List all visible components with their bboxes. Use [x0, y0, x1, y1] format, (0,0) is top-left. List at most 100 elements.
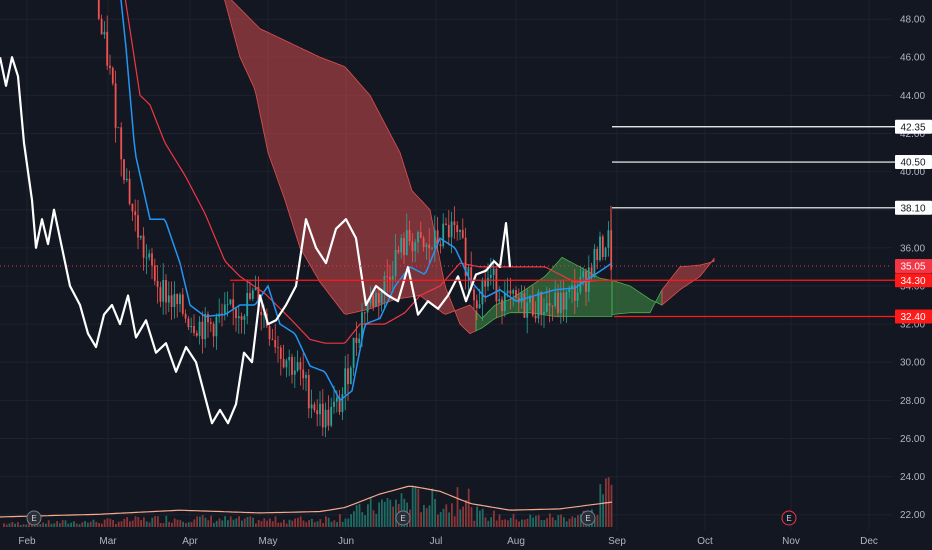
volume-bar [599, 484, 602, 527]
volume-layer [0, 477, 613, 527]
volume-bar [336, 522, 338, 527]
volume-bar [61, 520, 64, 527]
volume-bar [305, 522, 308, 527]
candle-body [573, 284, 576, 301]
volume-bar [448, 512, 450, 527]
volume-bar [263, 518, 266, 527]
time-axis[interactable]: Feb Mar Apr May Jun Jul Aug Sep Oct Nov Dec [18, 536, 878, 547]
volume-bar [579, 514, 582, 527]
candle-body [131, 203, 134, 212]
price-tags-layer: 42.35 40.50 38.10 34.30 32.40 35.05 [895, 119, 932, 324]
volume-bar [565, 521, 568, 527]
candle-body [361, 312, 363, 339]
volume-bar [140, 520, 142, 527]
volume-bar [112, 520, 114, 527]
candle-body [456, 225, 459, 233]
candle-body [459, 229, 461, 233]
candle-body [190, 325, 193, 328]
candle-body [279, 347, 282, 359]
candle-body [268, 326, 271, 340]
volume-bar [70, 522, 72, 527]
candle-body [204, 313, 207, 340]
volume-bar [185, 523, 187, 527]
volume-bar [308, 520, 310, 527]
volume-bar [571, 516, 574, 527]
candle-body [349, 367, 352, 385]
candle-body [137, 215, 139, 238]
candle-body [405, 230, 408, 256]
level-tag-text: 40.50 [900, 158, 925, 169]
candle-body [165, 280, 167, 303]
volume-bar [411, 485, 414, 527]
candle-body [492, 268, 495, 275]
level-tag-42.35 [895, 119, 932, 134]
volume-bar [252, 517, 254, 527]
candle-body [543, 311, 545, 315]
candle-body [436, 230, 439, 245]
volume-bar [249, 516, 252, 527]
x-tick-label: May [259, 536, 278, 547]
candle-body [358, 338, 361, 343]
candle-body [179, 294, 181, 305]
volume-bar [302, 520, 305, 527]
volume-bar [367, 504, 369, 527]
volume-bar [204, 517, 207, 527]
candle-body [181, 294, 184, 314]
volume-bar [285, 523, 288, 527]
volume-bar [518, 521, 520, 527]
earnings-marker [26, 510, 42, 526]
volume-bar [243, 518, 246, 527]
candle-body [344, 368, 347, 395]
candle-body [509, 290, 512, 294]
volume-bar [479, 510, 481, 527]
earnings-marker-label: E [31, 514, 36, 523]
volume-bar [532, 517, 534, 527]
volume-bar [123, 518, 126, 527]
volume-bar [439, 512, 442, 527]
candle-body [111, 67, 114, 84]
y-tick-label: 40.00 [900, 167, 925, 178]
volume-bar [67, 523, 70, 527]
volume-bar [495, 520, 498, 527]
candle-body [151, 253, 153, 266]
volume-bar [126, 517, 128, 527]
candle-body [352, 337, 355, 368]
candle-body [125, 178, 128, 181]
level-tag-38.10 [895, 200, 932, 215]
x-tick-label: Oct [697, 536, 713, 547]
candle-body [526, 302, 529, 318]
candle-body [375, 293, 377, 307]
candle-body [100, 18, 103, 35]
x-tick-label: Mar [99, 536, 117, 547]
candle-body [249, 293, 251, 299]
candle-body [442, 223, 445, 247]
candle-body [512, 290, 515, 294]
volume-bar [551, 517, 554, 527]
volume-bar [355, 505, 358, 527]
volume-bar [535, 515, 537, 527]
candle-body [599, 236, 601, 261]
volume-bar [476, 506, 478, 527]
volume-bar [442, 508, 445, 527]
candle-body [237, 316, 240, 319]
volume-bar [537, 515, 540, 527]
level-tag-text: 42.35 [900, 122, 925, 133]
level-tag-34.30 [895, 273, 932, 288]
volume-bar [229, 516, 232, 527]
volume-bar [84, 520, 86, 527]
candle-body [145, 257, 148, 259]
level-tag-text: 34.30 [900, 276, 925, 287]
candle-body [422, 237, 425, 248]
base-line [124, 0, 612, 344]
volume-bar [218, 518, 221, 527]
cloud-future-bearish [661, 257, 715, 306]
candle-body [184, 313, 187, 319]
candle-body [593, 248, 596, 278]
volume-bar [42, 522, 44, 527]
candle-body [201, 321, 204, 340]
candle-body [187, 318, 190, 328]
volume-bar [420, 512, 422, 527]
volume-bar [165, 515, 168, 527]
candle-body [411, 241, 414, 252]
